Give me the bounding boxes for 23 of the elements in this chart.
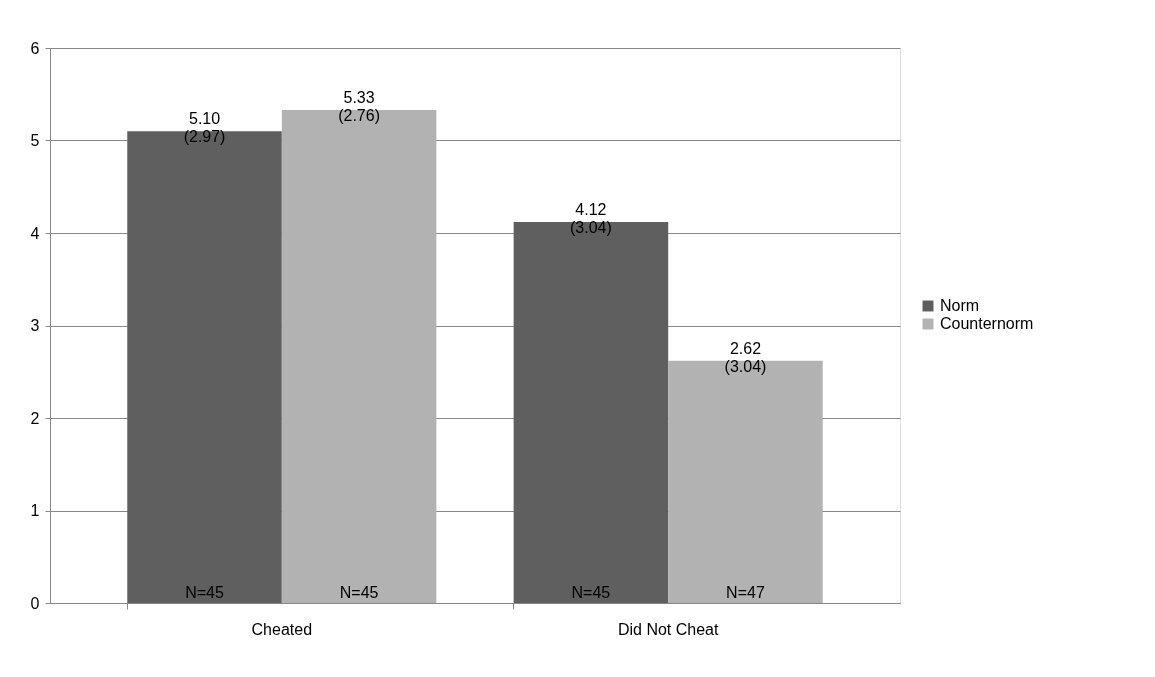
x-tick-label: Cheated: [251, 620, 313, 638]
annotation: N=45: [185, 584, 224, 601]
y-tick-label: 1: [30, 502, 40, 519]
y-tick-label: 2: [30, 409, 40, 427]
data-label: 5.33 (2.76): [338, 88, 380, 124]
data-label: 2.62 (3.04): [724, 339, 767, 375]
data-label: 5.10 (2.97): [183, 110, 226, 146]
y-tick-label: 0: [30, 594, 40, 612]
bar: [513, 221, 669, 603]
bar: [668, 360, 823, 603]
bar: [127, 131, 282, 603]
data-label: 4.12 (3.04): [570, 200, 612, 236]
annotation: N=45: [571, 584, 611, 601]
y-tick-label: 4: [30, 224, 40, 242]
legend-label: Counternorm: [940, 315, 1034, 332]
x-tick-label: Did Not Cheat: [617, 620, 719, 638]
y-tick-label: 5: [30, 132, 40, 149]
y-tick-label: 6: [30, 39, 40, 57]
bar: [281, 109, 437, 603]
y-tick-label: 3: [30, 317, 40, 334]
annotation: N=47: [726, 584, 765, 601]
annotation: N=45: [339, 584, 379, 601]
legend-label: Norm: [940, 297, 980, 314]
